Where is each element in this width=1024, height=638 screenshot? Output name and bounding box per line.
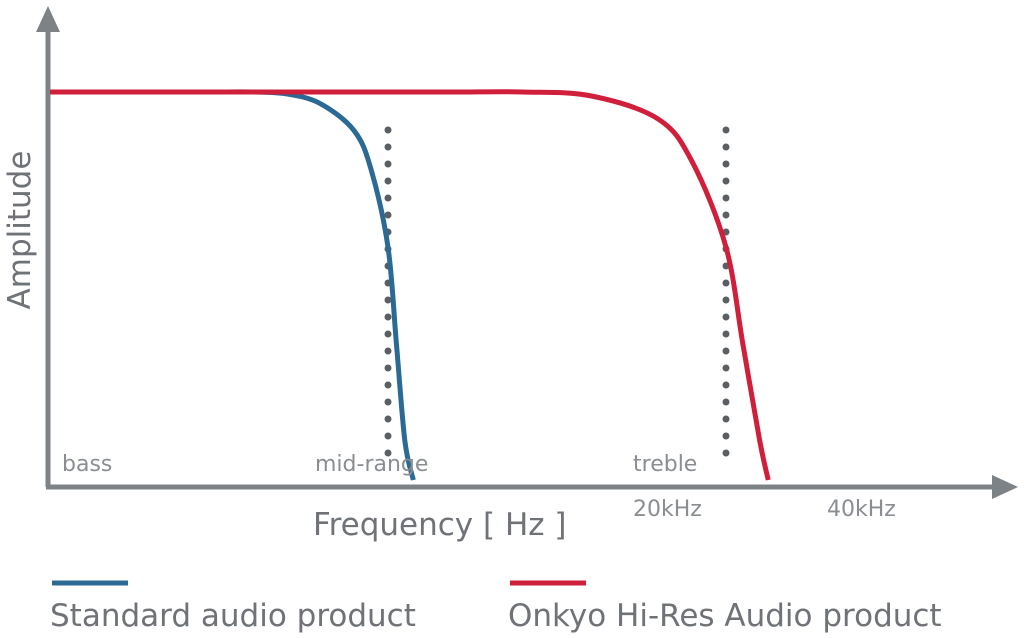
series-line-0 bbox=[50, 89, 416, 481]
region-label-mid-range: mid-range bbox=[315, 452, 428, 477]
legend-label-hi-res: Onkyo Hi-Res Audio product bbox=[508, 598, 942, 634]
y-axis-title: Amplitude bbox=[2, 151, 38, 310]
legend-label-standard: Standard audio product bbox=[50, 598, 416, 634]
series-lines bbox=[50, 89, 771, 481]
legend: Standard audio product Onkyo Hi-Res Audi… bbox=[50, 580, 942, 634]
axes bbox=[36, 6, 1018, 499]
frequency-markers bbox=[384, 126, 730, 474]
x-tick-label-20khz: 20kHz bbox=[633, 497, 702, 522]
region-label-bass: bass bbox=[62, 452, 112, 477]
x-axis-title: Frequency [ Hz ] bbox=[313, 507, 566, 543]
series-line-1 bbox=[50, 89, 771, 481]
x-axis-arrow bbox=[992, 475, 1018, 499]
x-tick-label-40khz: 40kHz bbox=[827, 497, 896, 522]
region-label-treble: treble bbox=[633, 452, 697, 477]
y-axis-arrow bbox=[36, 6, 60, 32]
